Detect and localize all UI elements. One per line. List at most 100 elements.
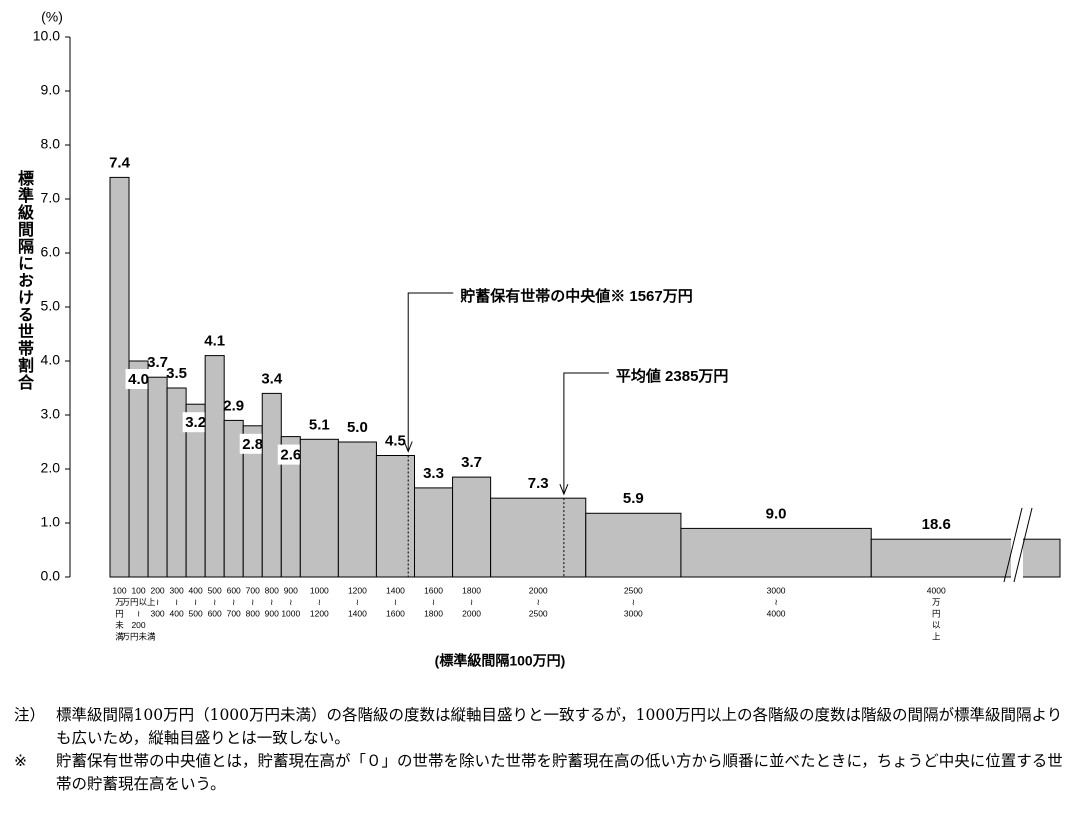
- annotation-arrow: [403, 292, 454, 453]
- x-tick-label: 1200: [310, 608, 329, 618]
- note-text: 貯蓄保有世帯の中央値とは，貯蓄現在高が「０」の世帯を除いた世帯を貯蓄現在高の低い…: [56, 752, 1063, 793]
- bar-label: 18.6: [922, 516, 951, 533]
- x-tick-label: ≀: [175, 597, 178, 607]
- x-axis-label: (標準級間隔100万円): [435, 653, 566, 669]
- y-tick-label: 7.0: [41, 190, 61, 206]
- x-tick-label: 1200: [348, 585, 367, 595]
- bar-label: 7.4: [109, 154, 131, 171]
- label-box: [239, 433, 266, 454]
- x-tick-label: ≀: [774, 597, 777, 607]
- x-tick-label: 1800: [462, 585, 481, 595]
- x-tick-label: 万円以上: [122, 597, 157, 607]
- y-tick-label: 5.0: [41, 298, 61, 314]
- x-tick-label: ≀: [470, 597, 473, 607]
- chart: (%) (標準級間隔100万円) 0.0 1.0 2.0 3.0 4.0 5.0 6.0 7.…: [33, 9, 1061, 669]
- x-tick-label: ≀: [632, 597, 635, 607]
- x-tick-label: 600: [227, 585, 241, 595]
- bar: [870, 538, 1061, 578]
- x-tick-label: 2000: [529, 585, 548, 595]
- note-mark: 注）: [14, 706, 46, 724]
- x-tick-label: 万円未満: [122, 631, 157, 641]
- x-tick-label: 800: [265, 585, 279, 595]
- x-tick-label: 1600: [386, 608, 405, 618]
- note: ※ 貯蓄保有世帯の中央値とは，貯蓄現在高が「０」の世帯を除いた世帯を貯蓄現在高の低…: [14, 750, 1070, 796]
- bar: [413, 487, 454, 578]
- x-tick-label: 200: [150, 585, 164, 595]
- y-unit: (%): [41, 9, 63, 25]
- bar-label: 3.7: [147, 354, 168, 371]
- bar-label: 3.5: [166, 365, 187, 382]
- x-tick-label: 400: [189, 585, 203, 595]
- x-tick-label: 700: [246, 585, 260, 595]
- x-tick-label: 500: [208, 585, 222, 595]
- bar-label: 5.0: [347, 419, 368, 436]
- bar-label: 2.8: [242, 436, 263, 453]
- x-tick-label: ≀: [537, 597, 540, 607]
- bar-label: 4.5: [385, 432, 406, 449]
- bar: [452, 476, 492, 578]
- x-tick-label: 1800: [424, 608, 443, 618]
- bar-label: 9.0: [766, 505, 787, 522]
- y-tick-label: 2.0: [41, 460, 61, 476]
- y-axis-label: 標準級間隔における世帯割合: [15, 170, 34, 391]
- bar-label: 3.7: [461, 454, 482, 471]
- notes: 注） 標準級間隔100万円（1000万円未満）の各階級の度数は縦軸目盛りと一致する…: [14, 704, 1070, 796]
- x-tick-label: ≀: [270, 597, 273, 607]
- x-tick-label: 100: [112, 585, 126, 595]
- y-tick-label: 9.0: [41, 82, 61, 98]
- bar-label: 4.0: [128, 371, 149, 388]
- y-tick-label: 8.0: [41, 136, 61, 152]
- x-tick-label: 未: [115, 620, 124, 630]
- x-tick-label: 満: [115, 631, 124, 641]
- bar: [490, 497, 587, 578]
- x-tick-label: ≀: [137, 608, 140, 618]
- x-tick-label: 4000: [927, 585, 946, 595]
- x-tick-label: 800: [246, 608, 260, 618]
- bar-label: 5.9: [623, 490, 644, 507]
- x-tick-label: 700: [227, 608, 241, 618]
- note-text: 標準級間隔100万円（1000万円未満）の各階級の度数は縦軸目盛りと一致するが，…: [56, 706, 1063, 747]
- x-tick-label: ≀: [432, 597, 435, 607]
- y-tick-label: 3.0: [41, 406, 61, 422]
- x-tick-label: 900: [284, 585, 298, 595]
- y-tick-label: 4.0: [41, 352, 61, 368]
- x-tick-label: ≀: [232, 597, 235, 607]
- x-tick-label: ≀: [289, 597, 292, 607]
- x-tick-label: 3000: [624, 608, 643, 618]
- bar-label: 3.4: [261, 370, 283, 387]
- bar-label: 4.1: [204, 333, 225, 350]
- bar: [204, 355, 225, 578]
- x-tick-label: 以: [932, 620, 941, 630]
- x-tick-label: 500: [189, 608, 203, 618]
- y-tick-label: 6.0: [41, 244, 61, 260]
- x-tick-label: ≀: [318, 597, 321, 607]
- x-tick-label: 400: [170, 608, 184, 618]
- y-tick-label: 10.0: [33, 28, 60, 44]
- x-tick-label: 100: [131, 585, 145, 595]
- x-tick-label: 1000: [281, 608, 300, 618]
- axis-break: [1003, 507, 1023, 583]
- y-tick-label: 1.0: [41, 514, 61, 530]
- x-tick-label: ≀: [251, 597, 254, 607]
- y-tick-label: 0.0: [41, 568, 61, 584]
- bar: [680, 527, 872, 578]
- x-tick-label: ≀: [356, 597, 359, 607]
- axis-break-gap: [1011, 508, 1023, 580]
- x-tick-label: 1400: [348, 608, 367, 618]
- note-mark: ※: [14, 752, 27, 770]
- x-tick-label: 万: [932, 597, 941, 607]
- bar-label: 7.3: [528, 475, 549, 492]
- x-tick-label: ≀: [213, 597, 216, 607]
- bar-label: 2.9: [223, 397, 244, 414]
- bar: [585, 512, 682, 578]
- x-tick-label: 万: [115, 597, 124, 607]
- x-tick-label: 円: [932, 608, 941, 618]
- x-tick-label: 900: [265, 608, 279, 618]
- x-tick-label: 300: [150, 608, 164, 618]
- x-tick-label: 2000: [462, 608, 481, 618]
- x-tick-label: 1000: [310, 585, 329, 595]
- x-tick-label: ≀: [194, 597, 197, 607]
- bar-label: 3.2: [185, 414, 206, 431]
- annotation-arrow: [559, 372, 609, 496]
